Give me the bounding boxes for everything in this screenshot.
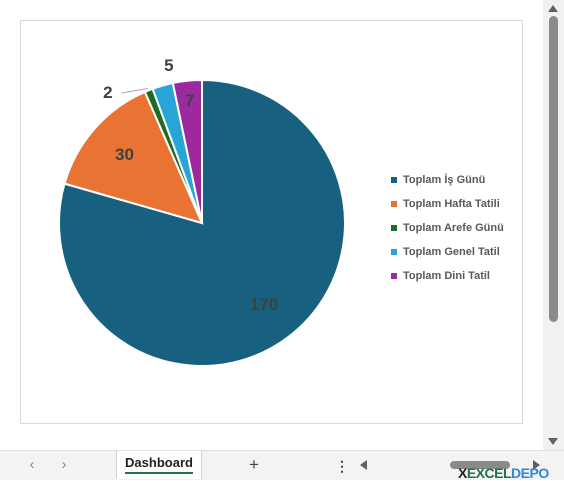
legend-swatch-1 — [391, 201, 397, 207]
previous-sheet-button[interactable]: ‹ — [29, 456, 35, 473]
vertical-scroll-thumb[interactable] — [549, 16, 558, 322]
data-label-0: 170 — [249, 295, 279, 315]
add-sheet-button[interactable]: + — [249, 455, 259, 474]
scroll-left-icon[interactable] — [360, 460, 367, 470]
legend-label-4: Toplam Dini Tatil — [403, 270, 490, 282]
pie-chart-plot — [58, 78, 346, 367]
legend-label-1: Toplam Hafta Tatili — [403, 198, 500, 210]
vertical-scrollbar[interactable] — [543, 0, 564, 450]
data-label-1: 30 — [115, 145, 134, 165]
more-options-icon[interactable]: ⋮ — [335, 458, 349, 474]
legend-item-1[interactable]: Toplam Hafta Tatili — [391, 192, 504, 216]
excel-depo-logo: XEXCELDEPO — [458, 465, 549, 481]
legend-item-4[interactable]: Toplam Dini Tatil — [391, 264, 504, 288]
chart-legend: Toplam İş Günü Toplam Hafta Tatili Toplam … — [391, 168, 504, 288]
data-label-4: 7 — [184, 90, 195, 110]
legend-label-0: Toplam İş Günü — [403, 174, 486, 186]
leader-line — [121, 87, 149, 94]
legend-swatch-2 — [391, 225, 397, 231]
legend-label-3: Toplam Genel Tatil — [403, 246, 500, 258]
legend-item-3[interactable]: Toplam Genel Tatil — [391, 240, 504, 264]
pie-chart[interactable]: 170 30 2 5 7 Toplam İş Günü Toplam Hafta Tati… — [20, 20, 523, 424]
legend-label-2: Toplam Arefe Günü — [403, 222, 504, 234]
active-tab-indicator — [125, 472, 193, 474]
tab-dashboard[interactable]: Dashboard — [116, 451, 202, 479]
legend-item-0[interactable]: Toplam İş Günü — [391, 168, 504, 192]
pie-slice-1[interactable] — [63, 90, 204, 225]
sheet-tab-bar: ‹ › Dashboard + ⋮ XEXCELDEPO — [0, 450, 564, 481]
pie-slice-0[interactable] — [58, 78, 346, 367]
legend-swatch-4 — [391, 273, 397, 279]
legend-swatch-3 — [391, 249, 397, 255]
data-label-2: 2 — [103, 82, 113, 102]
scroll-down-icon[interactable] — [548, 438, 558, 445]
tab-dashboard-label: Dashboard — [125, 455, 193, 470]
scroll-up-icon[interactable] — [548, 5, 558, 12]
pie-slice-4[interactable] — [171, 78, 203, 224]
next-sheet-button[interactable]: › — [61, 456, 67, 473]
legend-item-2[interactable]: Toplam Arefe Günü — [391, 216, 504, 240]
data-label-3: 5 — [164, 55, 174, 75]
legend-swatch-0 — [391, 177, 397, 183]
worksheet[interactable]: 170 30 2 5 7 Toplam İş Günü Toplam Hafta Tati… — [0, 0, 542, 450]
scroll-right-icon[interactable] — [533, 460, 540, 470]
horizontal-scroll-thumb[interactable] — [450, 461, 510, 469]
